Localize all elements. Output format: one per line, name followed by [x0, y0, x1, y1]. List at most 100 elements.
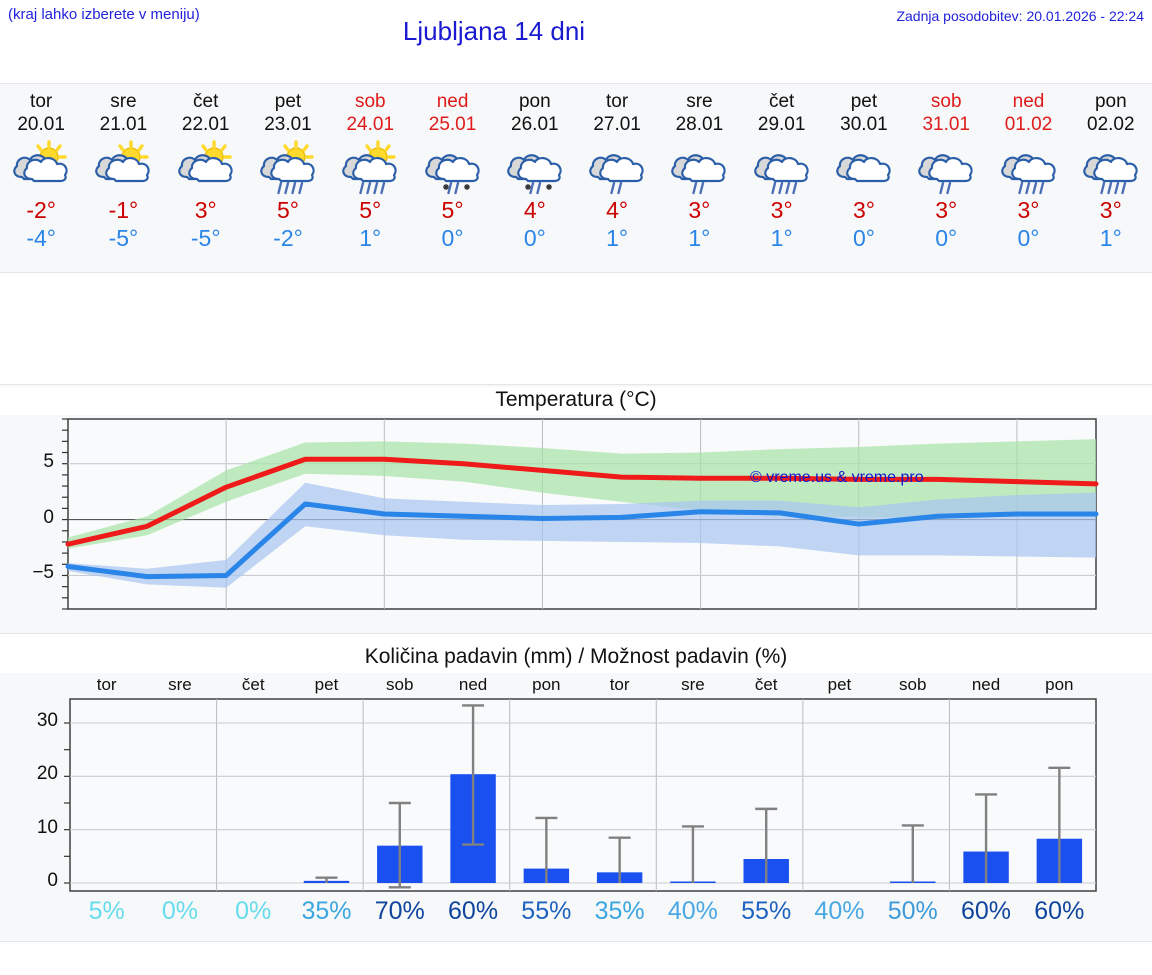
day-date: 29.01: [757, 114, 806, 135]
day-min-temperature: 0°: [523, 225, 546, 251]
precipitation-probability: 35%: [301, 897, 352, 925]
day-min-temperature: 1°: [688, 225, 711, 251]
day-name: tor: [30, 91, 53, 112]
daily-overview-strip: tor 20.01 -2° -4° sre 21.01 -1° -5° čet 22.01 3…: [0, 83, 1152, 273]
precipitation-probability: 0%: [235, 897, 272, 925]
precipitation-probability: 50%: [887, 897, 938, 925]
partly-cloudy-icon: [90, 139, 156, 195]
day-max-temperature: 3°: [688, 197, 711, 223]
day-max-temperature: -2°: [26, 197, 56, 223]
day-date: 26.01: [511, 114, 559, 135]
precipitation-day-label: sre: [681, 675, 705, 694]
day-min-temperature: 0°: [935, 225, 958, 251]
precipitation-day-label: pon: [1045, 675, 1074, 694]
day-max-temperature: 3°: [770, 197, 793, 223]
precipitation-y-tick: 0: [47, 870, 58, 891]
day-date: 25.01: [428, 114, 477, 135]
precipitation-probability: 40%: [814, 897, 865, 925]
precipitation-y-tick: 30: [36, 710, 58, 731]
day-name: čet: [193, 91, 219, 112]
precipitation-day-label: sob: [386, 675, 414, 694]
day-date: 20.01: [17, 114, 65, 135]
day-min-temperature: 1°: [1099, 225, 1122, 251]
day-column[interactable]: pet 23.01 5° -2°: [247, 84, 329, 272]
day-min-temperature: 1°: [359, 225, 382, 251]
partly-cloudy-rain-icon: [255, 139, 321, 195]
day-name: ned: [436, 91, 469, 112]
day-date: 30.01: [840, 114, 888, 135]
precipitation-day-label: pon: [532, 675, 561, 694]
day-column[interactable]: sre 28.01 3° 1°: [658, 84, 740, 272]
day-min-temperature: 1°: [606, 225, 629, 251]
partly-cloudy-icon: [8, 139, 74, 195]
last-update-label: Zadnja posodobitev: 20.01.2026 - 22:24: [896, 8, 1144, 24]
day-max-temperature: 4°: [523, 197, 546, 223]
day-max-temperature: 4°: [606, 197, 629, 223]
day-column[interactable]: tor 27.01 4° 1°: [576, 84, 658, 272]
precipitation-svg: [64, 698, 1097, 892]
temperature-chart: Temperatura (°C) 5 0 −5 © vreme.us & vreme…: [0, 384, 1152, 634]
day-max-temperature: 3°: [194, 197, 217, 223]
precipitation-day-label: ned: [971, 675, 1001, 694]
day-column[interactable]: čet 29.01 3° 1°: [741, 84, 823, 272]
cloudy-rain-heavy-icon: [749, 139, 815, 195]
page-header: (kraj lahko izberete v meniju) Ljubljana…: [0, 0, 1152, 60]
day-min-temperature: -2°: [273, 225, 303, 251]
precipitation-y-tick: 20: [36, 763, 58, 785]
day-name: pon: [1094, 91, 1127, 112]
cloudy-sleet-icon: [502, 139, 568, 195]
location-menu-note[interactable]: (kraj lahko izberete v meniju): [8, 6, 200, 23]
copyright-watermark: © vreme.us & vreme.pro: [750, 469, 924, 486]
day-max-temperature: 5°: [441, 197, 464, 223]
day-min-temperature: 0°: [1017, 225, 1040, 251]
day-column[interactable]: sob 24.01 5° 1°: [329, 84, 411, 272]
day-column[interactable]: sob 31.01 3° 0°: [905, 84, 987, 272]
day-name: pet: [850, 91, 878, 112]
cloudy-rain-heavy-icon: [996, 139, 1062, 195]
day-column[interactable]: čet 22.01 3° -5°: [165, 84, 247, 272]
day-name: sre: [110, 91, 137, 112]
day-column[interactable]: sre 21.01 -1° -5°: [82, 84, 164, 272]
precipitation-probability: 60%: [448, 897, 499, 925]
day-name: sre: [686, 91, 713, 112]
precipitation-day-label: pet: [827, 675, 852, 694]
precipitation-probability: 5%: [88, 897, 125, 925]
day-column[interactable]: ned 25.01 5° 0°: [411, 84, 493, 272]
precipitation-day-label: pet: [314, 675, 339, 694]
cloudy-rain-icon: [666, 139, 732, 195]
partly-cloudy-icon: [173, 139, 239, 195]
day-min-temperature: 1°: [770, 225, 793, 251]
day-min-temperature: -5°: [108, 225, 139, 251]
precipitation-day-label: ned: [458, 675, 488, 694]
day-max-temperature: 3°: [1099, 197, 1122, 223]
precipitation-probability: 35%: [594, 897, 645, 925]
temperature-y-tick: −5: [32, 562, 54, 584]
precipitation-day-label: sre: [168, 675, 192, 694]
day-name: tor: [606, 91, 629, 112]
precipitation-probability: 70%: [374, 897, 425, 925]
day-date: 27.01: [593, 114, 641, 135]
day-max-temperature: 3°: [1017, 197, 1040, 223]
day-column[interactable]: pon 26.01 4° 0°: [494, 84, 576, 272]
day-max-temperature: 5°: [276, 197, 299, 223]
day-column[interactable]: ned 01.02 3° 0°: [987, 84, 1069, 272]
precipitation-day-label: tor: [609, 675, 630, 694]
day-date: 28.01: [675, 114, 724, 135]
day-name: pet: [274, 91, 302, 112]
day-name: sob: [354, 91, 386, 112]
precipitation-day-label: čet: [241, 675, 265, 694]
temperature-svg: [62, 418, 1099, 610]
day-column[interactable]: pon 02.02 3° 1°: [1070, 84, 1152, 272]
precipitation-day-labels: tor sre čet pet sob ned pon tor sre čet pet sob ned p…: [70, 675, 1096, 695]
precipitation-probability-row: 5% 0% 0% 35% 70% 60% 55% 35% 40% 55% 40% 50% 60% 60%: [70, 897, 1096, 926]
day-date: 02.02: [1087, 114, 1135, 135]
day-min-temperature: -4°: [26, 225, 56, 251]
day-column[interactable]: pet 30.01 3° 0°: [823, 84, 905, 272]
partly-cloudy-rain-icon: [337, 139, 403, 195]
day-min-temperature: -5°: [190, 225, 221, 251]
day-date: 22.01: [181, 114, 230, 135]
day-column[interactable]: tor 20.01 -2° -4°: [0, 84, 82, 272]
precipitation-y-tick: 10: [36, 816, 58, 838]
precipitation-probability: 60%: [960, 897, 1012, 925]
